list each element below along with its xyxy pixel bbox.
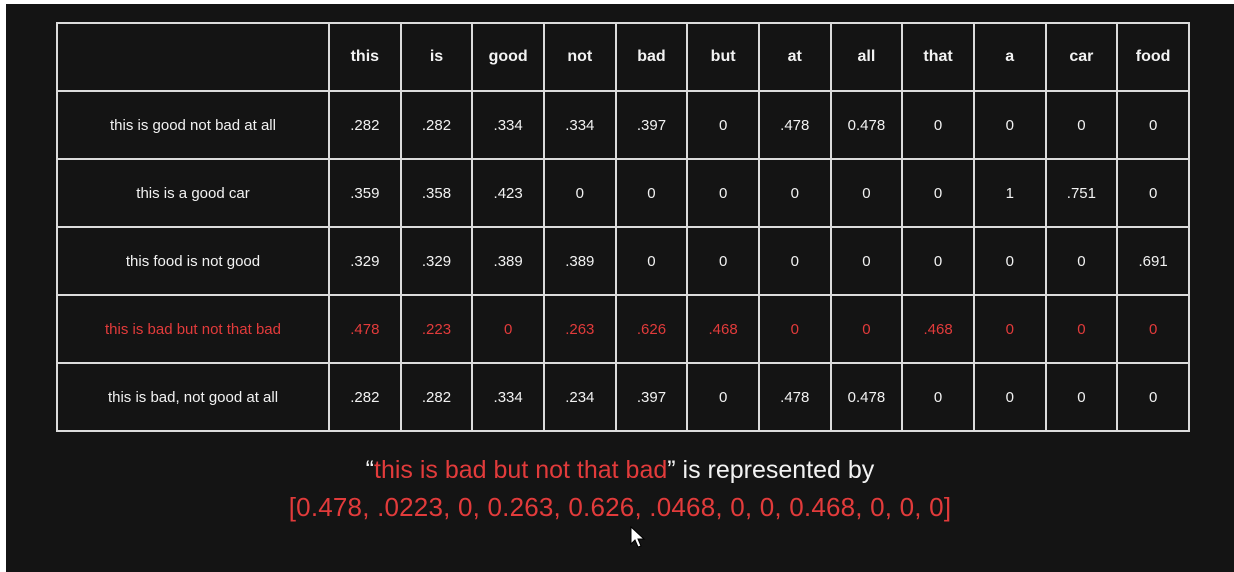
header-cell: that	[901, 22, 975, 92]
value-cell: .389	[542, 226, 617, 296]
value-cell: .282	[328, 362, 402, 432]
value-cell: 0	[686, 158, 760, 228]
value-cell: .329	[399, 226, 474, 296]
sentence-cell: this food is not good	[56, 226, 330, 296]
value-cell: 0.478	[829, 90, 904, 160]
caption-sentence-line: “this is bad but not that bad” is repres…	[6, 456, 1234, 485]
caption-vector: [0.478, .0223, 0, 0.263, 0.626, .0468, 0…	[288, 492, 952, 522]
value-cell: .397	[614, 90, 689, 160]
value-cell: 0	[757, 226, 832, 296]
caption-open-quote: “	[365, 456, 374, 484]
value-cell: 0	[686, 226, 760, 296]
value-cell: 0	[972, 226, 1047, 296]
value-cell: .397	[614, 362, 689, 432]
table-row: this is a good car .359 .358 .423 0 0 0 …	[56, 158, 1190, 228]
header-cell: at	[757, 22, 832, 92]
value-cell: 0.478	[829, 362, 904, 432]
value-cell: .334	[542, 90, 617, 160]
value-cell: .334	[471, 90, 545, 160]
table-header-row: this is good not bad but at all that a c…	[56, 22, 1190, 92]
value-cell: .751	[1044, 158, 1119, 228]
header-cell: a	[972, 22, 1047, 92]
sentence-cell: this is good not bad at all	[56, 90, 330, 160]
value-cell: .626	[614, 294, 689, 364]
value-cell: .282	[328, 90, 402, 160]
value-cell: 0	[901, 90, 975, 160]
value-cell: 0	[686, 362, 760, 432]
value-cell: .223	[399, 294, 474, 364]
header-cell: but	[686, 22, 760, 92]
header-cell: good	[471, 22, 545, 92]
value-cell: .468	[901, 294, 975, 364]
table-row: this is bad, not good at all .282 .282 .…	[56, 362, 1190, 432]
value-cell: 0	[757, 294, 832, 364]
value-cell: 0	[1044, 90, 1119, 160]
value-cell: 0	[901, 226, 975, 296]
table-row: this is good not bad at all .282 .282 .3…	[56, 90, 1190, 160]
value-cell: 0	[614, 226, 689, 296]
tfidf-table: this is good not bad but at all that a c…	[56, 22, 1190, 432]
header-cell: all	[829, 22, 904, 92]
value-cell: .359	[328, 158, 402, 228]
value-cell: 0	[901, 158, 975, 228]
header-cell: not	[542, 22, 617, 92]
value-cell: .478	[757, 362, 832, 432]
caption-represented-by: ” is represented by	[667, 456, 875, 484]
value-cell: .282	[399, 90, 474, 160]
header-cell: car	[1044, 22, 1119, 92]
sentence-cell: this is bad, not good at all	[56, 362, 330, 432]
header-cell: bad	[614, 22, 689, 92]
value-cell: 0	[972, 90, 1047, 160]
value-cell: .478	[328, 294, 402, 364]
value-cell: 0	[757, 158, 832, 228]
value-cell: 0	[1116, 90, 1190, 160]
sentence-cell: this is bad but not that bad	[56, 294, 330, 364]
value-cell: 0	[901, 362, 975, 432]
caption-highlighted-sentence: this is bad but not that bad	[374, 456, 668, 484]
value-cell: 0	[972, 362, 1047, 432]
value-cell: .282	[399, 362, 474, 432]
mouse-pointer-icon	[630, 526, 646, 548]
value-cell: 0	[614, 158, 689, 228]
value-cell: 0	[1044, 294, 1119, 364]
value-cell: 0	[542, 158, 617, 228]
table-row: this food is not good .329 .329 .389 .38…	[56, 226, 1190, 296]
header-cell-corner	[56, 22, 330, 92]
value-cell: .329	[328, 226, 402, 296]
value-cell: 0	[829, 226, 904, 296]
value-cell: 0	[972, 294, 1047, 364]
value-cell: .423	[471, 158, 545, 228]
value-cell: .358	[399, 158, 474, 228]
value-cell: .389	[471, 226, 545, 296]
value-cell: 0	[1116, 158, 1190, 228]
value-cell: 0	[1116, 294, 1190, 364]
value-cell: 1	[972, 158, 1047, 228]
value-cell: .234	[542, 362, 617, 432]
value-cell: 0	[829, 294, 904, 364]
value-cell: 0	[829, 158, 904, 228]
value-cell: .468	[686, 294, 760, 364]
value-cell: 0	[1044, 362, 1119, 432]
slide: this is good not bad but at all that a c…	[6, 4, 1234, 572]
header-cell: this	[328, 22, 402, 92]
value-cell: .691	[1116, 226, 1190, 296]
value-cell: 0	[471, 294, 545, 364]
value-cell: .478	[757, 90, 832, 160]
value-cell: .263	[542, 294, 617, 364]
value-cell: 0	[686, 90, 760, 160]
value-cell: 0	[1116, 362, 1190, 432]
value-cell: 0	[1044, 226, 1119, 296]
sentence-cell: this is a good car	[56, 158, 330, 228]
value-cell: .334	[471, 362, 545, 432]
header-cell: food	[1116, 22, 1190, 92]
header-cell: is	[399, 22, 474, 92]
table-row-highlighted: this is bad but not that bad .478 .223 0…	[56, 294, 1190, 364]
